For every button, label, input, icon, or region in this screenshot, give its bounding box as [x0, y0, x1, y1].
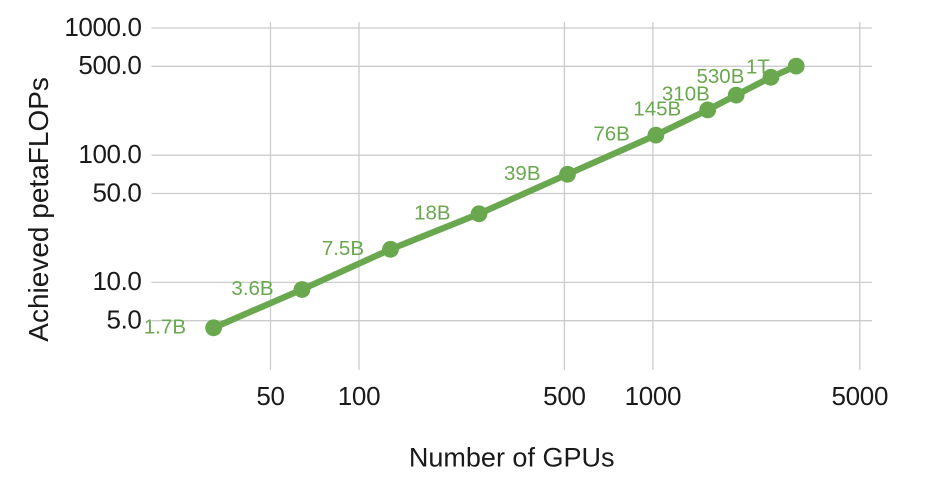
svg-text:7.5B: 7.5B [322, 237, 364, 260]
svg-text:100.0: 100.0 [78, 139, 141, 169]
svg-text:1000.0: 1000.0 [64, 12, 141, 42]
svg-text:3.6B: 3.6B [231, 277, 273, 300]
svg-text:50: 50 [256, 381, 284, 411]
svg-text:10.0: 10.0 [92, 266, 141, 296]
svg-text:76B: 76B [593, 123, 629, 146]
svg-text:5.0: 5.0 [107, 305, 142, 335]
svg-text:1T: 1T [746, 56, 770, 79]
svg-text:1000: 1000 [625, 381, 682, 411]
svg-text:145B: 145B [633, 97, 681, 120]
svg-text:310B: 310B [662, 83, 710, 106]
svg-text:Achieved petaFLOPs: Achieved petaFLOPs [23, 77, 54, 342]
svg-text:39B: 39B [504, 162, 540, 185]
svg-text:Number of GPUs: Number of GPUs [409, 443, 615, 473]
svg-text:500: 500 [543, 381, 585, 411]
svg-text:100: 100 [338, 381, 380, 411]
svg-text:50.0: 50.0 [92, 177, 141, 207]
svg-text:500.0: 500.0 [78, 50, 141, 80]
svg-text:1.7B: 1.7B [144, 315, 186, 338]
svg-text:18B: 18B [414, 201, 450, 224]
svg-text:530B: 530B [697, 65, 745, 88]
svg-text:5000: 5000 [831, 381, 888, 411]
